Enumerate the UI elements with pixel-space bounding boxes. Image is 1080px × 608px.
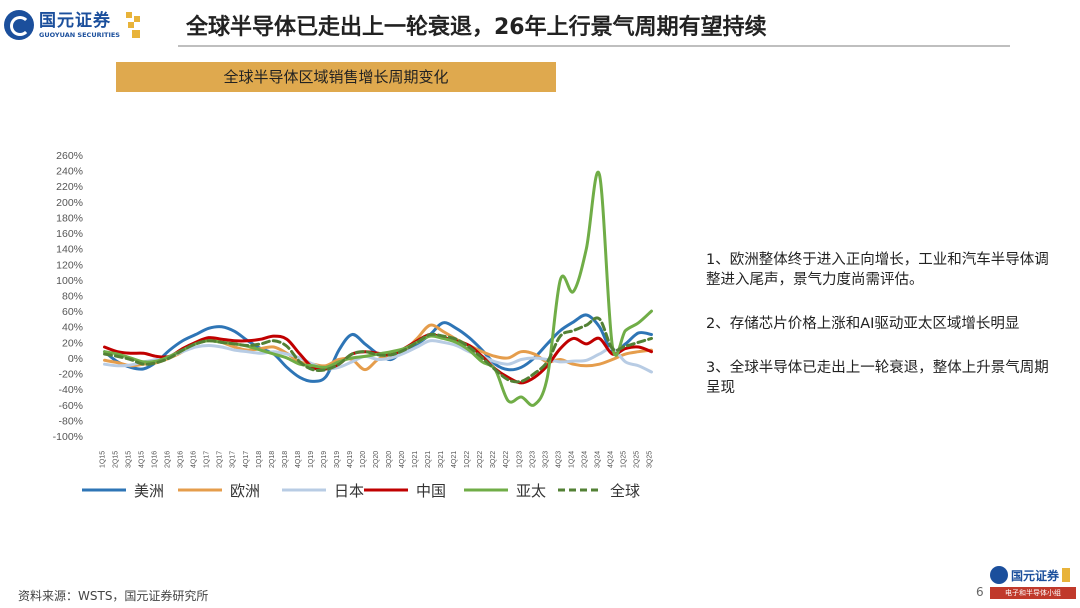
note-3: 3、全球半导体已走出上一轮衰退，整体上升景气周期呈现 [706,360,1049,396]
footer-logo-name: 国元证券 [1011,568,1060,583]
legend-label: 美洲 [134,483,164,500]
x-tick-label: 3Q21 [438,451,445,468]
x-tick-label: 3Q24 [594,451,601,468]
y-tick-label: 200% [56,197,83,209]
y-tick-label: -100% [53,431,83,443]
x-tick-label: 3Q23 [542,451,549,468]
x-tick-label: 1Q20 [360,451,367,468]
y-tick-label: 240% [56,166,83,178]
x-tick-label: 1Q15 [100,451,107,468]
x-tick-label: 4Q18 [295,451,302,468]
x-tick-label: 3Q17 [230,451,237,468]
y-tick-label: 220% [56,181,83,193]
logo-flag-icon [126,12,140,38]
series-line [103,339,653,374]
note-1: 1、欧洲整体终于进入正向增长，工业和汽车半导体调整进入尾声，景气力度尚需评估。 [706,252,1049,288]
x-tick-label: 3Q22 [490,451,497,468]
x-tick-label: 2Q22 [477,451,484,468]
chart-banner: 全球半导体区域销售增长周期变化 [116,62,556,92]
logo-name-en: GUOYUAN SECURITIES [39,31,120,39]
x-tick-label: 3Q20 [386,451,393,468]
x-tick-label: 4Q20 [399,451,406,468]
y-tick-label: 0% [68,353,83,365]
notes-panel: 1、欧洲整体终于进入正向增长，工业和汽车半导体调整进入尾声，景气力度尚需评估。 … [706,250,1051,422]
y-tick-label: 60% [62,306,83,318]
x-tick-label: 2Q20 [373,451,380,468]
footer-logo-mark-icon [990,566,1008,584]
y-tick-label: -40% [58,384,83,396]
x-tick-label: 3Q16 [178,451,185,468]
y-tick-label: 120% [56,259,83,271]
x-tick-label: 2Q17 [217,451,224,468]
x-tick-label: 1Q21 [412,451,419,468]
y-tick-label: 40% [62,322,83,334]
x-tick-label: 2Q18 [269,451,276,468]
footer-logo-subtitle: 电子和半导体小组 [990,587,1076,599]
source-note: 资料来源：WSTS，国元证券研究所 [18,589,209,603]
x-tick-label: 2Q25 [633,451,640,468]
x-tick-label: 4Q15 [139,451,146,468]
y-tick-label: 160% [56,228,83,240]
legend-label: 全球 [610,482,640,500]
company-logo: 国元证券 GUOYUAN SECURITIES [4,6,160,44]
x-tick-label: 4Q24 [607,451,614,468]
page-number: 6 [976,585,984,599]
x-tick-label: 3Q18 [282,451,289,468]
x-tick-label: 2Q19 [321,451,328,468]
y-tick-label: -80% [58,415,83,427]
x-tick-label: 4Q19 [347,451,354,468]
footer-logo: 国元证券 电子和半导体小组 [990,566,1076,606]
x-tick-label: 2Q24 [581,451,588,468]
legend-label: 欧洲 [230,483,260,500]
x-tick-label: 1Q19 [308,451,315,468]
legend-label: 日本 [334,483,364,500]
legend-label: 中国 [416,483,446,500]
y-tick-label: 140% [56,244,83,256]
x-tick-label: 4Q23 [555,451,562,468]
x-tick-label: 1Q18 [256,451,263,468]
x-tick-label: 2Q16 [165,451,172,468]
y-tick-label: -60% [58,400,83,412]
y-tick-label: 260% [56,150,83,162]
series-line [103,316,653,384]
x-tick-label: 1Q24 [568,451,575,468]
logo-name-cn: 国元证券 [39,11,111,31]
x-tick-label: 3Q25 [646,451,653,468]
y-tick-label: 180% [56,212,83,224]
x-tick-label: 1Q23 [516,451,523,468]
legend-label: 亚太 [516,483,546,500]
title-divider [178,45,1010,47]
x-tick-label: 2Q23 [529,451,536,468]
logo-mark-icon [4,10,34,40]
footer-logo-flag-icon [1062,568,1071,582]
page-title: 全球半导体已走出上一轮衰退，26年上行景气周期有望持续 [186,15,767,40]
y-tick-label: -20% [58,369,83,381]
x-tick-label: 1Q22 [464,451,471,468]
y-tick-label: 20% [62,337,83,349]
x-tick-label: 1Q16 [152,451,159,468]
note-2: 2、存储芯片价格上涨和AI驱动亚太区域增长明显 [706,316,1020,332]
x-tick-label: 4Q22 [503,451,510,468]
series-line [103,170,653,407]
x-tick-label: 4Q21 [451,451,458,468]
y-tick-label: 80% [62,291,83,303]
y-tick-label: 100% [56,275,83,287]
x-tick-label: 3Q19 [334,451,341,468]
x-tick-label: 1Q17 [204,451,211,468]
x-tick-label: 4Q17 [243,451,250,468]
x-tick-label: 2Q15 [113,451,120,468]
x-tick-label: 2Q21 [425,451,432,468]
x-tick-label: 4Q16 [191,451,198,468]
x-tick-label: 1Q25 [620,451,627,468]
x-tick-label: 3Q15 [126,451,133,468]
sales-growth-chart: 260% 240% 220% 200% 180% 160% 140% 120% 100% 80% 6… [53,150,654,500]
